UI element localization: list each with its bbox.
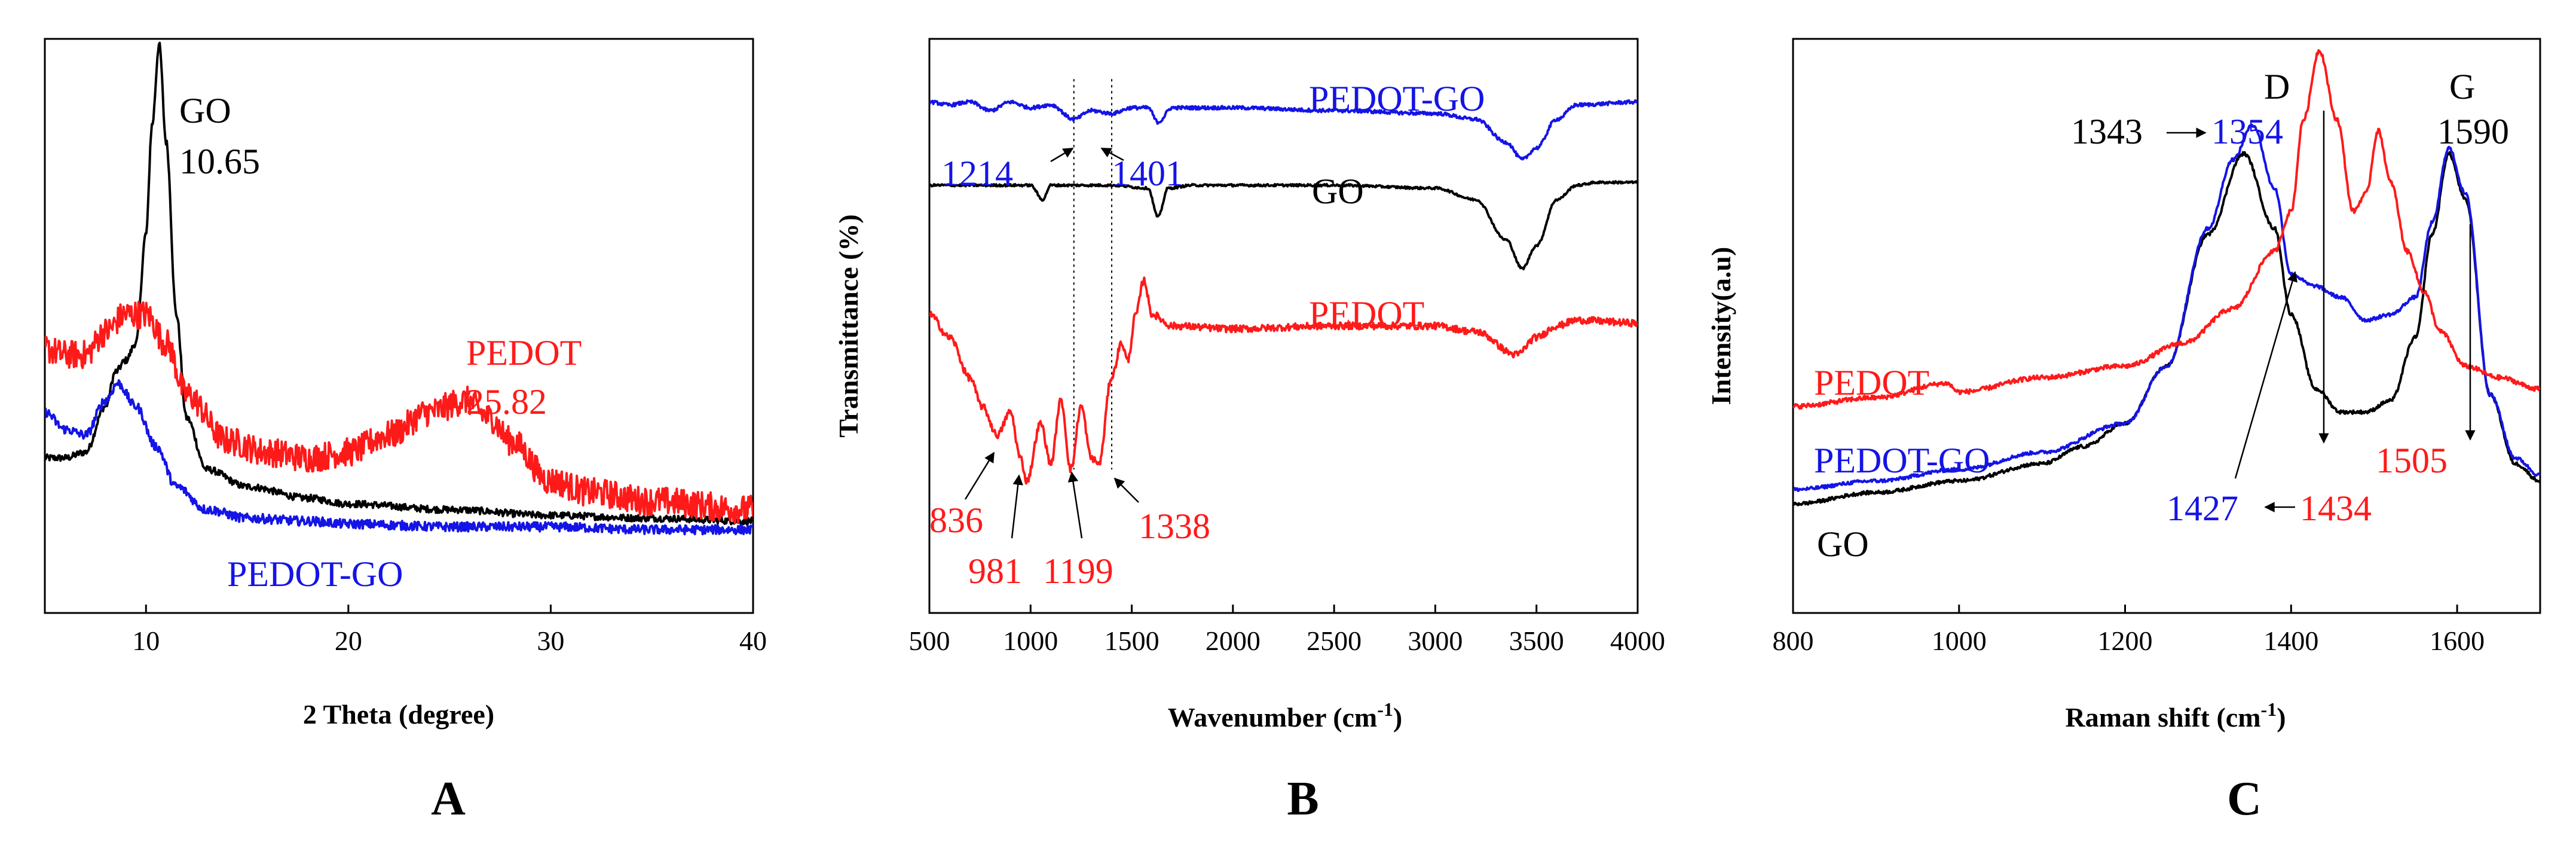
x-tick-label: 800 bbox=[1773, 626, 1814, 656]
series-line-pedot-go bbox=[45, 379, 753, 536]
panel-b-x-axis-title: Wavenumber (cm-1) bbox=[1168, 698, 1403, 733]
label-1338-b: 1338 bbox=[1139, 507, 1210, 546]
x-tick-label: 4000 bbox=[1610, 626, 1665, 656]
panel-b-y-axis-title: Transmittance (%) bbox=[833, 214, 864, 437]
label-1214-b: 1214 bbox=[941, 154, 1013, 193]
label-pedot-c: PEDOT bbox=[1814, 363, 1929, 402]
x-tick-label: 40 bbox=[739, 626, 767, 656]
x-tick-label: 30 bbox=[537, 626, 564, 656]
label-go-peak-a: 10.65 bbox=[179, 142, 260, 181]
x-tick-label: 1500 bbox=[1105, 626, 1159, 656]
panel-b-reference-lines bbox=[1073, 79, 1113, 469]
panel-b-annotations: PEDOT-GO 1214 1401 GO PEDOT 836 981 1199… bbox=[929, 79, 1485, 591]
arrow-1338 bbox=[1113, 477, 1139, 503]
label-1354-c: 1354 bbox=[2211, 112, 2283, 151]
x-tick-label: 500 bbox=[909, 626, 950, 656]
x-tick-label: 2500 bbox=[1307, 626, 1362, 656]
label-981-b: 981 bbox=[968, 551, 1022, 591]
label-1590-c: 1590 bbox=[2437, 112, 2509, 151]
label-go-a: GO bbox=[179, 91, 231, 130]
series-line-pedot bbox=[929, 276, 1638, 485]
panel-c-annotations: D G 1590 1343 1354 PEDOT PEDOT-GO GO 142… bbox=[1814, 67, 2509, 564]
panel-c-arrows bbox=[2167, 111, 2476, 512]
label-1434-c: 1434 bbox=[2300, 489, 2372, 528]
x-tick-label: 1400 bbox=[2263, 626, 2318, 656]
label-pedot-peak-a: 25.82 bbox=[466, 382, 547, 422]
label-pedot-go-b: PEDOT-GO bbox=[1309, 79, 1485, 118]
panel-c-x-axis-title: Raman shift (cm-1) bbox=[2065, 698, 2286, 733]
panel-a-letter: A bbox=[431, 773, 466, 825]
label-pedot-go-c: PEDOT-GO bbox=[1814, 441, 1990, 480]
x-tick-label: 3500 bbox=[1509, 626, 1564, 656]
panel-c-x-ticks: 800 1000 1200 1400 1600 bbox=[1773, 605, 2485, 656]
panel-b-series bbox=[929, 99, 1638, 485]
panel-b-arrows bbox=[964, 147, 1139, 539]
series-line-pedot bbox=[45, 301, 753, 524]
label-1427-c: 1427 bbox=[2167, 489, 2238, 528]
panel-b-x-ticks: 500 1000 1500 2000 2500 3000 3500 4000 bbox=[909, 605, 1665, 656]
series-line-pedot bbox=[1793, 49, 2540, 410]
arrow-981 bbox=[1011, 474, 1023, 539]
panel-c: 800 1000 1200 1400 1600 Raman shift (cm-1) I… bbox=[1706, 38, 2541, 825]
panel-b: 500 1000 1500 2000 2500 3000 3500 4000 Wavenumb… bbox=[833, 38, 1665, 825]
arrow-836 bbox=[964, 451, 995, 500]
label-go-c: GO bbox=[1817, 524, 1869, 564]
series-line-go bbox=[45, 41, 753, 526]
series-line-go bbox=[929, 180, 1638, 271]
panel-b-letter: B bbox=[1287, 773, 1318, 825]
label-pedot-go-a: PEDOT-GO bbox=[227, 554, 403, 594]
x-tick-label: 1000 bbox=[1003, 626, 1058, 656]
panel-a-x-axis-title: 2 Theta (degree) bbox=[303, 699, 494, 730]
label-836-b: 836 bbox=[929, 501, 983, 540]
panel-a: 10 20 30 40 2 Theta (degree) A GO 10.65 PED… bbox=[44, 38, 767, 825]
x-tick-label: 10 bbox=[132, 626, 160, 656]
panel-c-frame bbox=[1792, 38, 2541, 614]
label-1505-c: 1505 bbox=[2376, 441, 2447, 480]
panel-a-series bbox=[45, 41, 753, 536]
x-tick-label: 2000 bbox=[1206, 626, 1261, 656]
label-1343-c: 1343 bbox=[2071, 112, 2143, 151]
label-pedot-b: PEDOT bbox=[1309, 294, 1424, 334]
x-tick-label: 20 bbox=[335, 626, 362, 656]
label-d-band: D bbox=[2264, 67, 2290, 106]
x-tick-label: 3000 bbox=[1408, 626, 1463, 656]
x-tick-label: 1000 bbox=[1932, 626, 1987, 656]
panel-a-annotations: GO 10.65 PEDOT 25.82 PEDOT-GO bbox=[179, 91, 582, 594]
x-tick-label: 1200 bbox=[2098, 626, 2153, 656]
arrow-1427-up bbox=[2234, 271, 2298, 479]
series-line-pedot-go bbox=[929, 99, 1638, 161]
label-go-b: GO bbox=[1312, 172, 1364, 211]
label-pedot-a: PEDOT bbox=[466, 333, 582, 373]
panel-a-x-ticks: 10 20 30 40 bbox=[132, 605, 767, 656]
panel-c-y-axis-title: Intensity(a.u) bbox=[1706, 247, 1736, 405]
arrow-1199 bbox=[1067, 471, 1083, 539]
arrow-1401 bbox=[1100, 147, 1124, 161]
panel-c-series bbox=[1793, 49, 2540, 507]
x-tick-label: 1600 bbox=[2430, 626, 2485, 656]
series-line-pedot-go bbox=[1793, 124, 2540, 492]
arrow-1214 bbox=[1050, 147, 1074, 163]
label-1199-b: 1199 bbox=[1043, 551, 1113, 591]
panel-a-frame bbox=[44, 38, 754, 614]
panel-b-frame bbox=[928, 38, 1639, 614]
label-g-band: G bbox=[2449, 67, 2475, 106]
panel-c-letter: C bbox=[2227, 773, 2262, 825]
